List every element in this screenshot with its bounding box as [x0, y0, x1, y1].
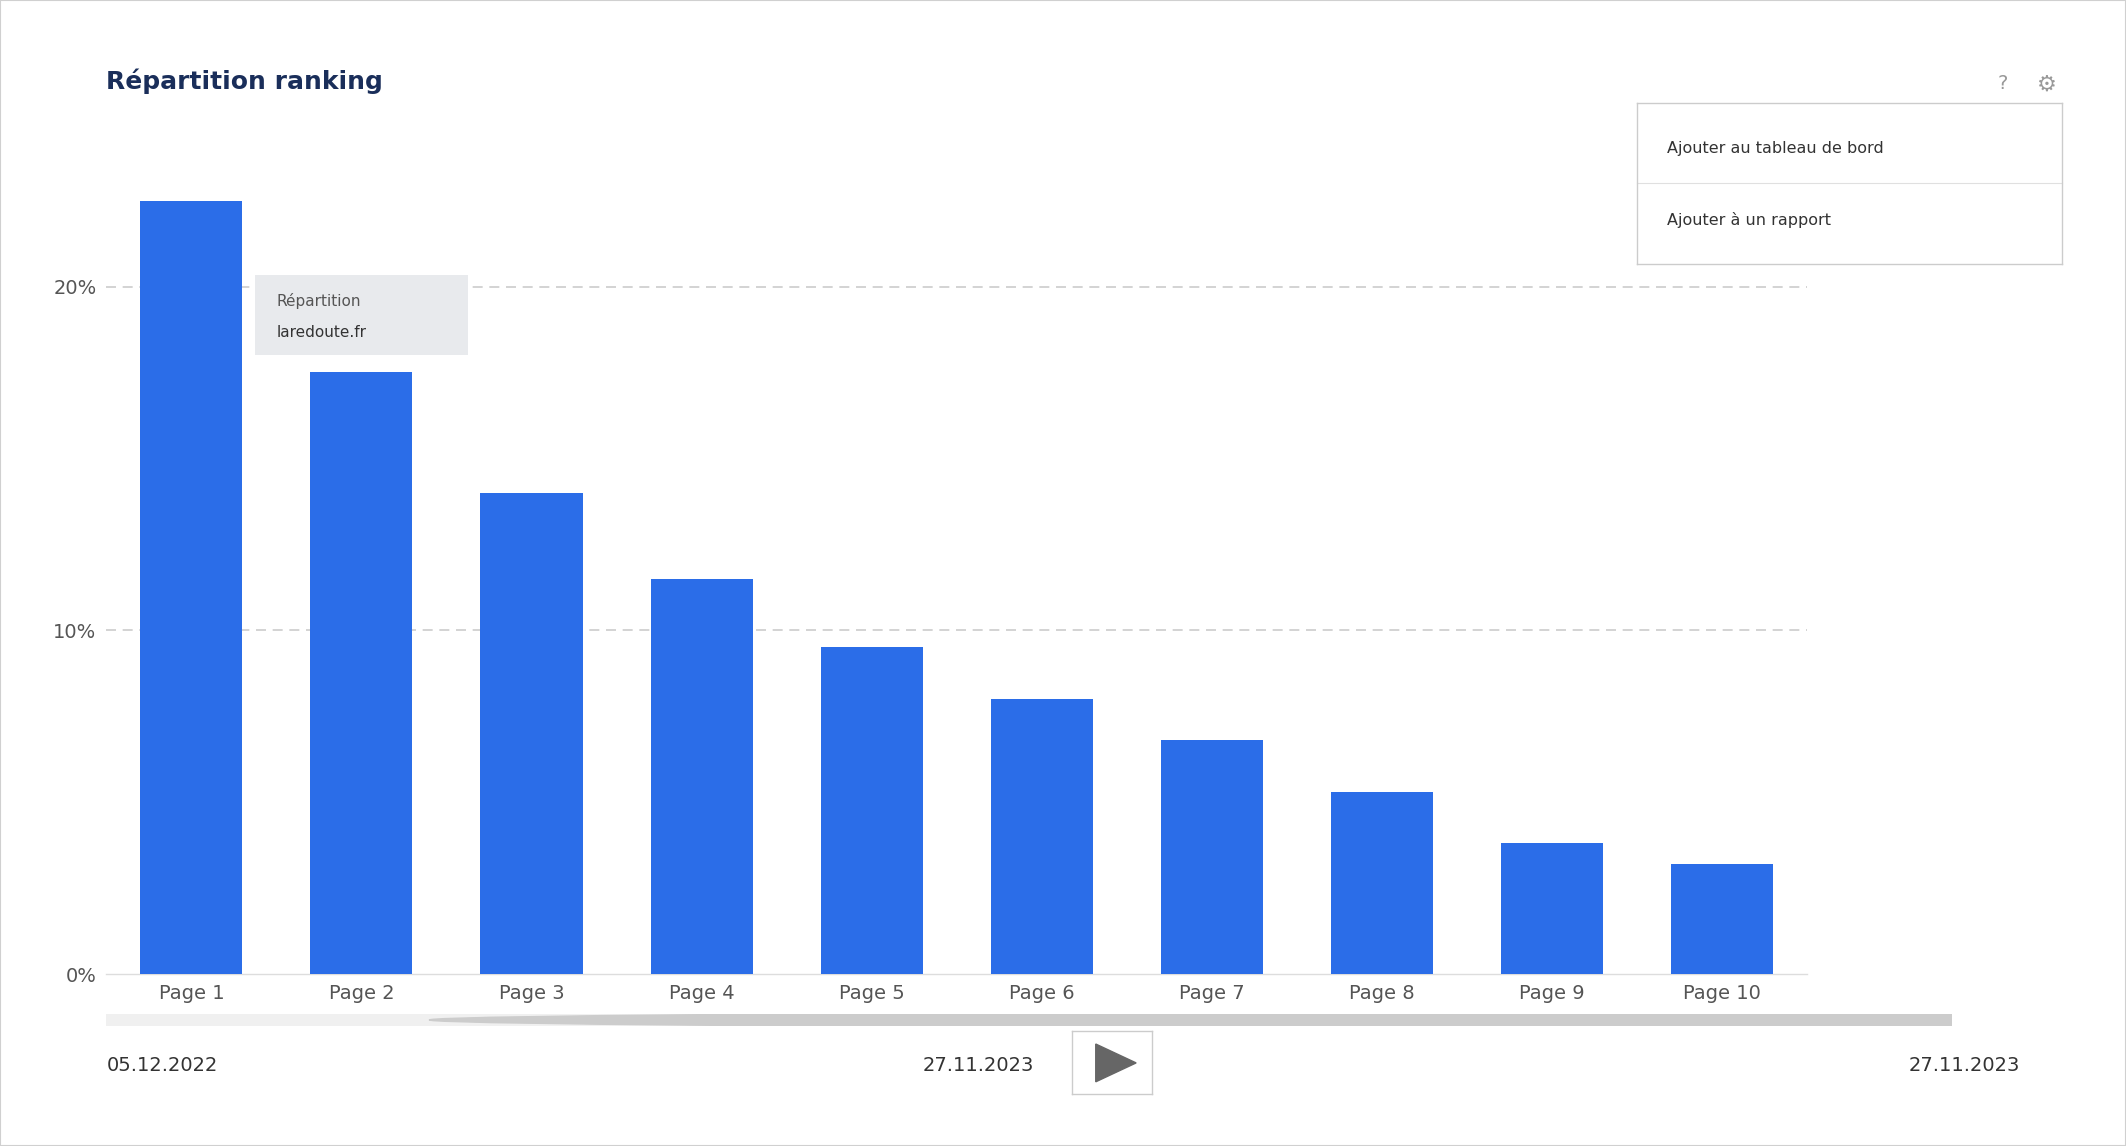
Bar — [310, 372, 412, 974]
Bar — [1331, 792, 1433, 974]
Bar — [480, 493, 583, 974]
Text: Répartition: Répartition — [276, 292, 361, 308]
Bar — [1501, 843, 1603, 974]
Bar — [1161, 740, 1263, 974]
Text: Ajouter à un rapport: Ajouter à un rapport — [1667, 212, 1830, 228]
Bar — [991, 699, 1093, 974]
Bar — [1671, 864, 1773, 974]
Text: 27.11.2023: 27.11.2023 — [923, 1057, 1033, 1075]
Text: ?: ? — [1998, 74, 2007, 94]
Text: ⚙: ⚙ — [2037, 74, 2058, 94]
Bar — [651, 579, 753, 974]
Text: 27.11.2023: 27.11.2023 — [1909, 1057, 2020, 1075]
Text: 05.12.2022: 05.12.2022 — [106, 1057, 217, 1075]
Text: laredoute.fr: laredoute.fr — [276, 325, 366, 340]
Text: Répartition ranking: Répartition ranking — [106, 69, 383, 94]
Bar — [821, 647, 923, 974]
Bar — [140, 201, 242, 974]
Circle shape — [429, 1011, 2126, 1029]
Polygon shape — [1095, 1044, 1135, 1082]
Text: Ajouter au tableau de bord: Ajouter au tableau de bord — [1667, 141, 1884, 156]
